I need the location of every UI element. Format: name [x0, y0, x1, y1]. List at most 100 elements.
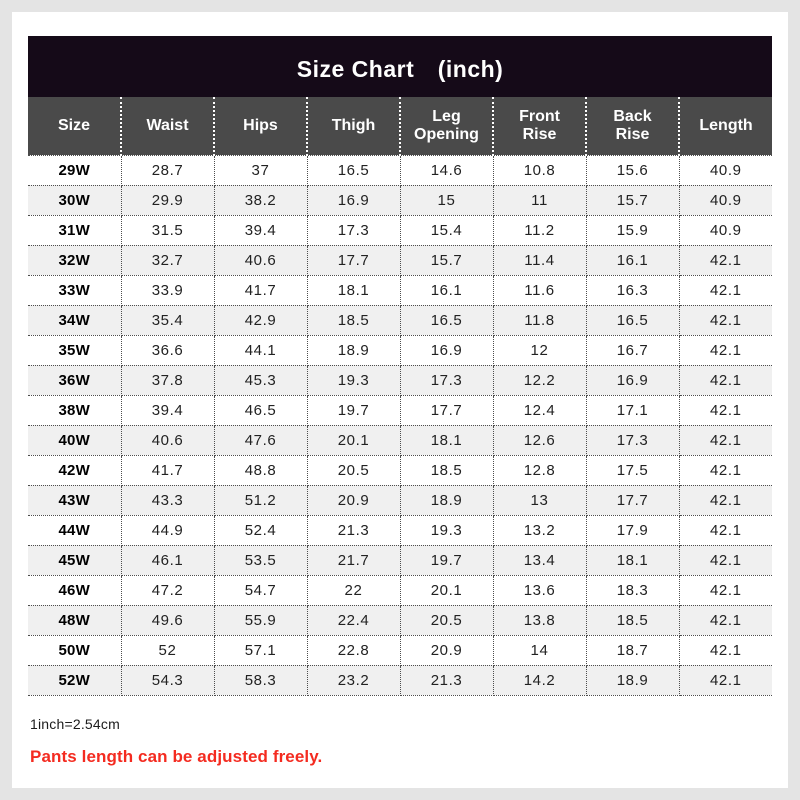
measurement-cell: 14.2 — [492, 664, 587, 696]
measurement-cell: 42.1 — [678, 484, 773, 516]
measurement-cell: 18.5 — [306, 304, 401, 336]
table-row[interactable]: 42W 41.7 48.8 20.5 18.5 12.8 17.5 42.1 — [28, 454, 773, 486]
column-header-line: Length — [699, 116, 753, 134]
measurement-cell: 36.6 — [120, 334, 215, 366]
measurement-cell: 23.2 — [306, 664, 401, 696]
measurement-cell: 19.7 — [399, 544, 494, 576]
measurement-cell: 42.1 — [678, 274, 773, 306]
column-header-length[interactable]: Length — [677, 97, 773, 155]
size-label-cell: 32W — [28, 244, 122, 276]
table-row[interactable]: 35W 36.6 44.1 18.9 16.9 12 16.7 42.1 — [28, 334, 773, 366]
measurement-cell: 31.5 — [120, 214, 215, 246]
measurement-cell: 41.7 — [213, 274, 308, 306]
size-label-cell: 43W — [28, 484, 122, 516]
table-row[interactable]: 50W 52 57.1 22.8 20.9 14 18.7 42.1 — [28, 634, 773, 666]
measurement-cell: 40.6 — [213, 244, 308, 276]
measurement-cell: 16.1 — [585, 244, 680, 276]
measurement-cell: 13.4 — [492, 544, 587, 576]
table-row[interactable]: 38W 39.4 46.5 19.7 17.7 12.4 17.1 42.1 — [28, 394, 773, 426]
measurement-cell: 57.1 — [213, 634, 308, 666]
table-row[interactable]: 36W 37.8 45.3 19.3 17.3 12.2 16.9 42.1 — [28, 364, 773, 396]
measurement-cell: 17.5 — [585, 454, 680, 486]
table-row[interactable]: 31W 31.5 39.4 17.3 15.4 11.2 15.9 40.9 — [28, 214, 773, 246]
measurement-cell: 46.1 — [120, 544, 215, 576]
measurement-cell: 40.9 — [678, 214, 773, 246]
measurement-cell: 11.6 — [492, 274, 587, 306]
table-row[interactable]: 29W 28.7 37 16.5 14.6 10.8 15.6 40.9 — [28, 154, 773, 186]
table-row[interactable]: 30W 29.9 38.2 16.9 15 11 15.7 40.9 — [28, 184, 773, 216]
page-title: Size Chart (inch) — [28, 36, 773, 97]
column-header-line: Front — [519, 107, 560, 125]
column-header-leg-opening[interactable]: Leg Opening — [399, 97, 494, 155]
measurement-cell: 40.6 — [120, 424, 215, 456]
measurement-cell: 18.9 — [399, 484, 494, 516]
measurement-cell: 18.3 — [585, 574, 680, 606]
measurement-cell: 13.8 — [492, 604, 587, 636]
measurement-cell: 42.1 — [678, 544, 773, 576]
measurement-cell: 46.5 — [213, 394, 308, 426]
measurement-cell: 48.8 — [213, 454, 308, 486]
table-row[interactable]: 43W 43.3 51.2 20.9 18.9 13 17.7 42.1 — [28, 484, 773, 516]
measurement-cell: 51.2 — [213, 484, 308, 516]
size-label-cell: 40W — [28, 424, 122, 456]
measurement-cell: 21.3 — [306, 514, 401, 546]
measurement-cell: 11 — [492, 184, 587, 216]
measurement-cell: 29.9 — [120, 184, 215, 216]
measurement-cell: 53.5 — [213, 544, 308, 576]
column-header-size[interactable]: Size — [28, 97, 122, 155]
table-row[interactable]: 52W 54.3 58.3 23.2 21.3 14.2 18.9 42.1 — [28, 664, 773, 696]
measurement-cell: 12.4 — [492, 394, 587, 426]
column-header-line: Opening — [414, 125, 479, 143]
measurement-cell: 42.1 — [678, 664, 773, 696]
column-header-thigh[interactable]: Thigh — [306, 97, 401, 155]
column-header-back-rise[interactable]: Back Rise — [585, 97, 680, 155]
column-header-hips[interactable]: Hips — [213, 97, 308, 155]
measurement-cell: 16.9 — [585, 364, 680, 396]
measurement-cell: 42.1 — [678, 334, 773, 366]
measurement-cell: 42.9 — [213, 304, 308, 336]
table-row[interactable]: 45W 46.1 53.5 21.7 19.7 13.4 18.1 42.1 — [28, 544, 773, 576]
size-label-cell: 31W — [28, 214, 122, 246]
size-label-cell: 34W — [28, 304, 122, 336]
size-label-cell: 44W — [28, 514, 122, 546]
table-row[interactable]: 33W 33.9 41.7 18.1 16.1 11.6 16.3 42.1 — [28, 274, 773, 306]
table-row[interactable]: 34W 35.4 42.9 18.5 16.5 11.8 16.5 42.1 — [28, 304, 773, 336]
measurement-cell: 10.8 — [492, 154, 587, 186]
measurement-cell: 19.7 — [306, 394, 401, 426]
measurement-cell: 42.1 — [678, 454, 773, 486]
measurement-cell: 28.7 — [120, 154, 215, 186]
measurement-cell: 44.1 — [213, 334, 308, 366]
column-header-front-rise[interactable]: Front Rise — [492, 97, 587, 155]
table-row[interactable]: 44W 44.9 52.4 21.3 19.3 13.2 17.9 42.1 — [28, 514, 773, 546]
table-row[interactable]: 46W 47.2 54.7 22 20.1 13.6 18.3 42.1 — [28, 574, 773, 606]
measurement-cell: 42.1 — [678, 364, 773, 396]
size-label-cell: 45W — [28, 544, 122, 576]
measurement-cell: 40.9 — [678, 154, 773, 186]
table-row[interactable]: 40W 40.6 47.6 20.1 18.1 12.6 17.3 42.1 — [28, 424, 773, 456]
measurement-cell: 42.1 — [678, 394, 773, 426]
measurement-cell: 13 — [492, 484, 587, 516]
measurement-cell: 41.7 — [120, 454, 215, 486]
measurement-cell: 16.5 — [306, 154, 401, 186]
measurement-cell: 22 — [306, 574, 401, 606]
measurement-cell: 19.3 — [399, 514, 494, 546]
measurement-cell: 15 — [399, 184, 494, 216]
measurement-cell: 16.7 — [585, 334, 680, 366]
measurement-cell: 47.6 — [213, 424, 308, 456]
column-header-line: Thigh — [331, 116, 376, 134]
measurement-cell: 15.7 — [399, 244, 494, 276]
measurement-cell: 18.5 — [399, 454, 494, 486]
measurement-cell: 18.7 — [585, 634, 680, 666]
pants-length-notice: Pants length can be adjusted freely. — [30, 747, 323, 766]
measurement-cell: 20.9 — [399, 634, 494, 666]
table-row[interactable]: 32W 32.7 40.6 17.7 15.7 11.4 16.1 42.1 — [28, 244, 773, 276]
measurement-cell: 58.3 — [213, 664, 308, 696]
size-label-cell: 35W — [28, 334, 122, 366]
measurement-cell: 18.9 — [585, 664, 680, 696]
table-row[interactable]: 48W 49.6 55.9 22.4 20.5 13.8 18.5 42.1 — [28, 604, 773, 636]
column-header-waist[interactable]: Waist — [120, 97, 215, 155]
measurement-cell: 39.4 — [213, 214, 308, 246]
size-chart-table: Size Chart (inch) Size Waist Hips Thigh Leg O… — [28, 36, 773, 696]
measurement-cell: 22.4 — [306, 604, 401, 636]
column-header-line: Waist — [146, 116, 189, 134]
